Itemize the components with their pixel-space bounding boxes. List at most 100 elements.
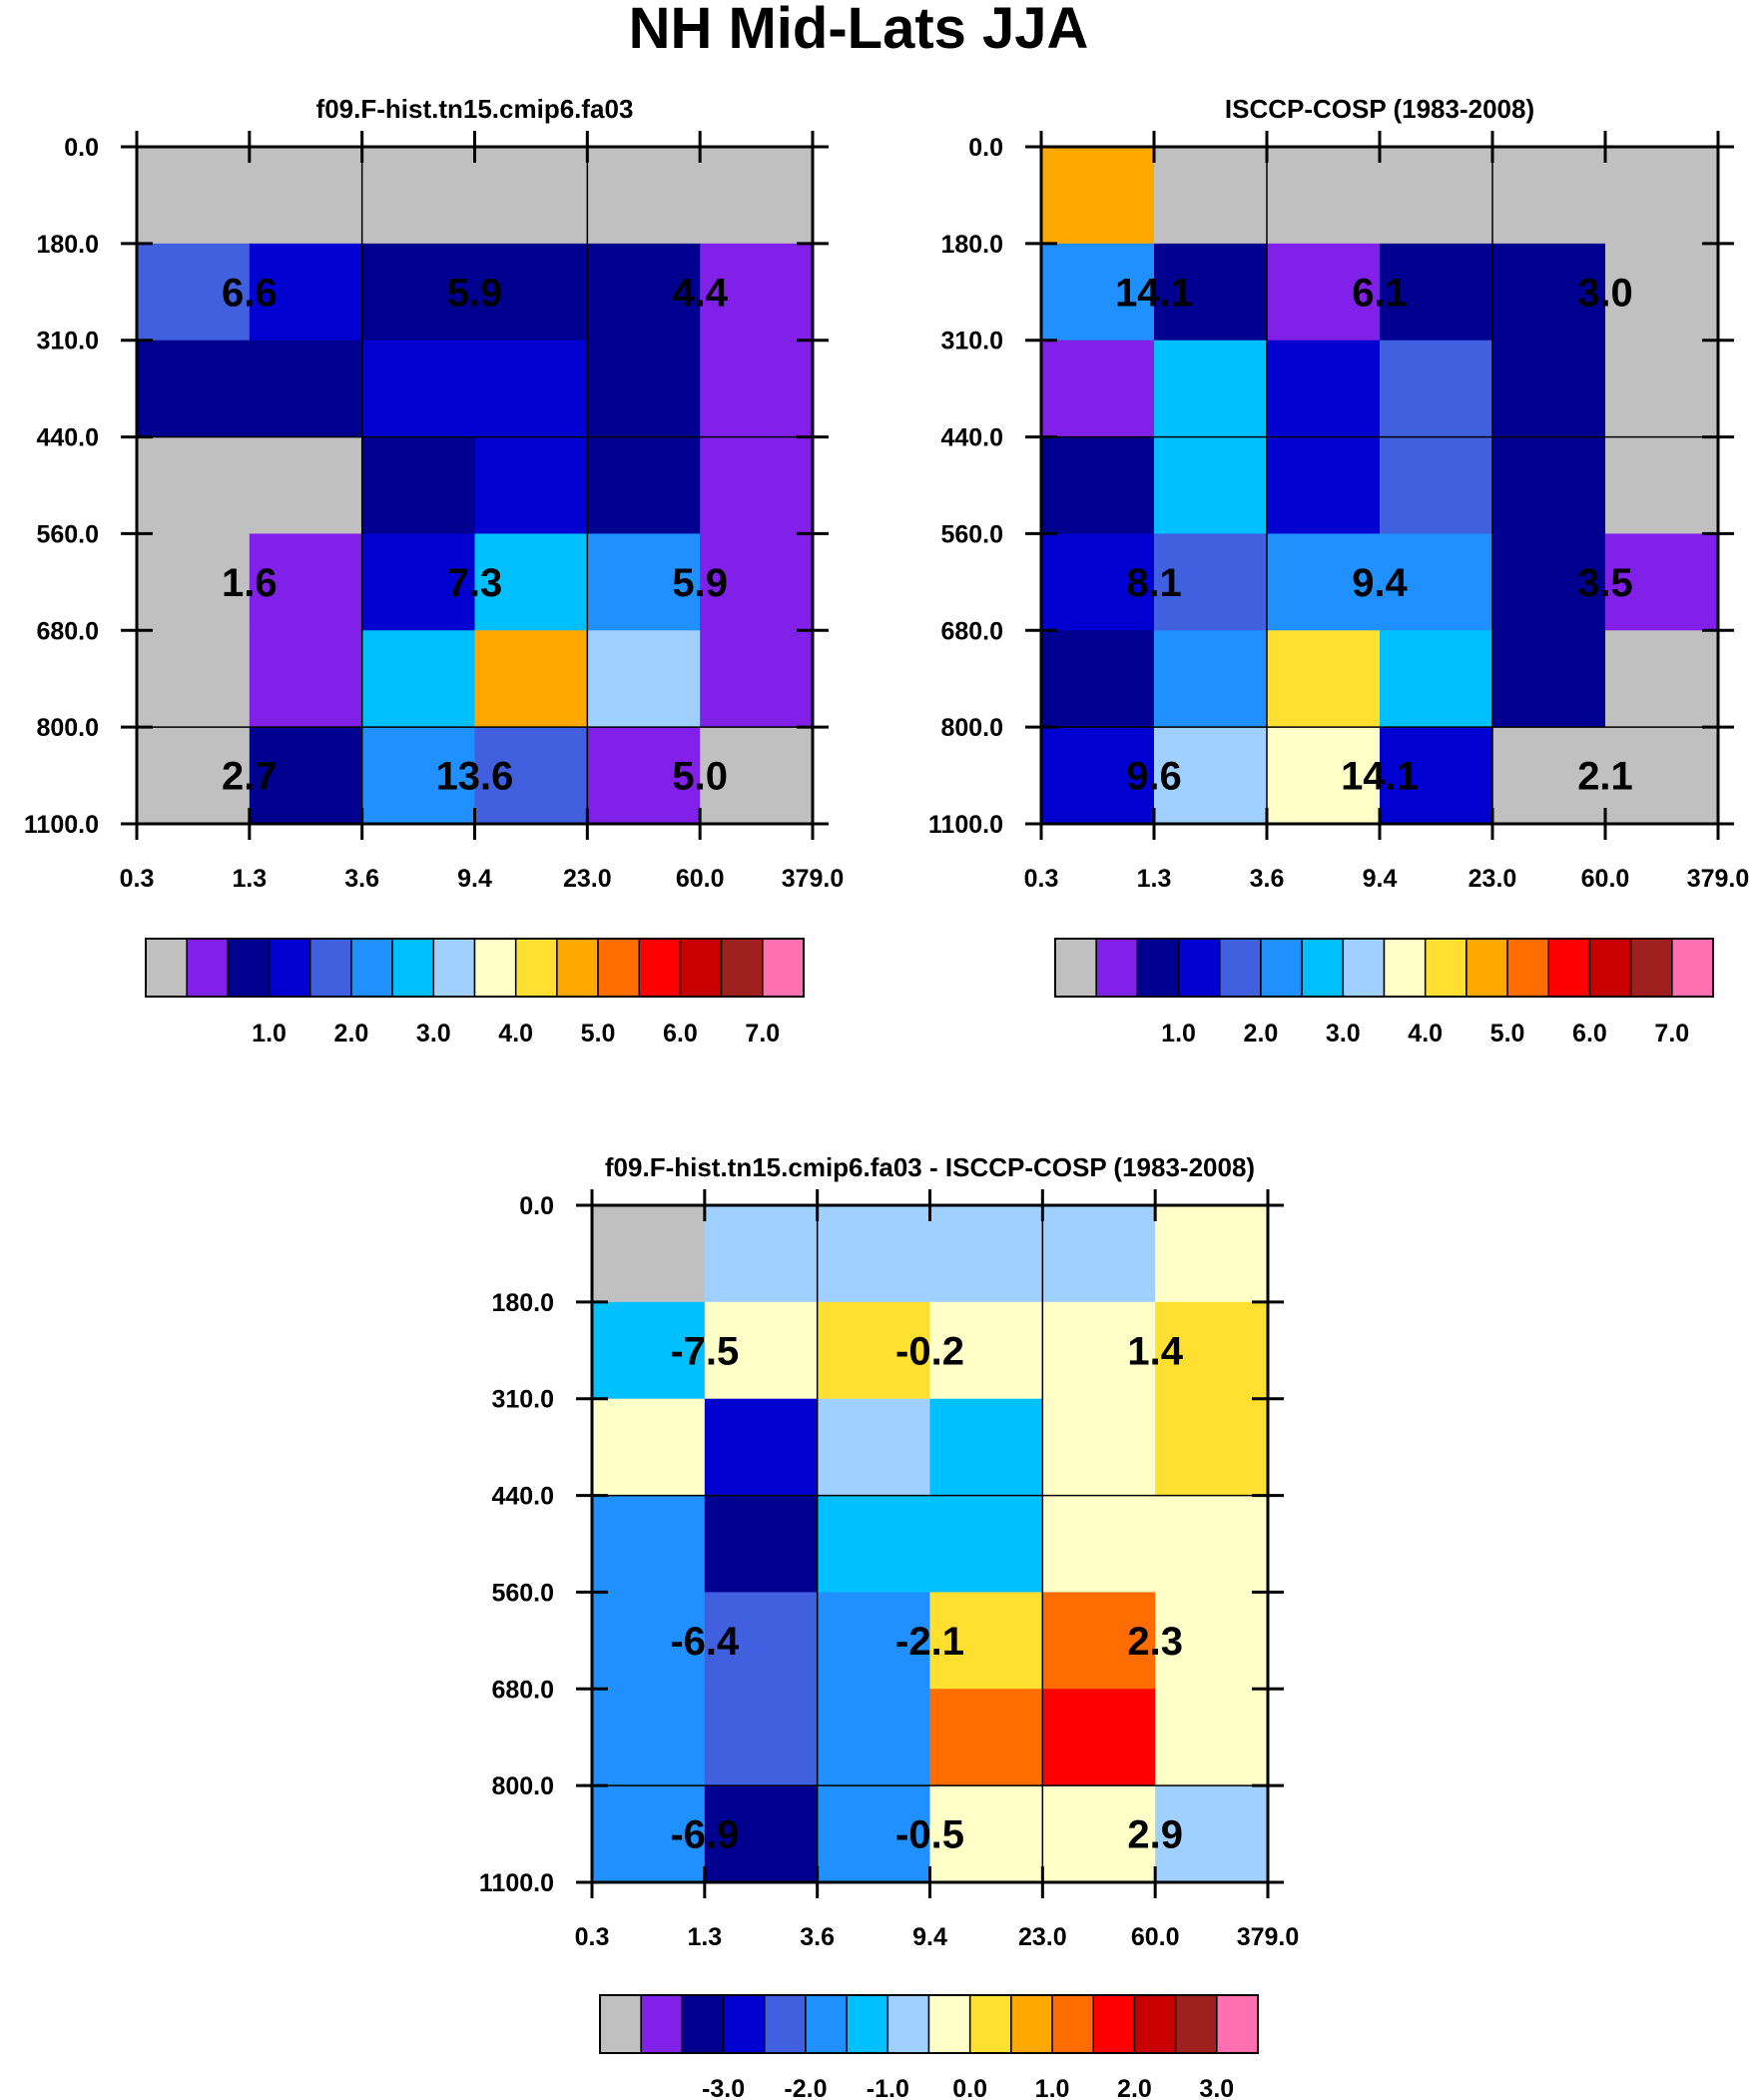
y-tick-label: 440.0 [36, 424, 99, 452]
heatmap-cell [817, 1592, 931, 1690]
y-tick-label: 680.0 [940, 617, 1003, 645]
heatmap-cell [1155, 1398, 1269, 1497]
heatmap-cell [929, 1592, 1043, 1690]
heatmap-cell [1154, 533, 1268, 631]
colorbar-box [638, 938, 682, 998]
colorbar-label: 4.0 [1408, 1020, 1443, 1048]
y-tick-label: 800.0 [36, 714, 99, 742]
colorbar-box [1588, 938, 1632, 998]
colorbar-label: 4.0 [498, 1020, 533, 1048]
heatmap-cell [1492, 243, 1606, 342]
y-tick-label: 310.0 [940, 328, 1003, 355]
colorbar-box [599, 1994, 642, 2054]
heatmap-cell [817, 1785, 931, 1883]
heatmap-cell [1154, 630, 1268, 728]
y-tick-label: 680.0 [491, 1676, 554, 1704]
heatmap-cell [1492, 533, 1606, 631]
heatmap-cell [817, 1689, 931, 1786]
heatmap-cell [1042, 1398, 1156, 1497]
x-tick-label: 60.0 [1581, 865, 1630, 893]
heatmap-cell [592, 1592, 706, 1690]
heatmap-cell [929, 1205, 1043, 1303]
y-tick-label: 0.0 [64, 134, 99, 162]
colorbar-label: 1.0 [252, 1020, 287, 1048]
colorbar-box [1383, 938, 1427, 998]
colorbar-label: 2.0 [1117, 2075, 1152, 2100]
data-label: 2.9 [1127, 1813, 1183, 1857]
colorbar-box [1301, 938, 1345, 998]
heatmap-cell [249, 340, 363, 438]
heatmap-cell [137, 727, 251, 825]
y-tick-label: 800.0 [491, 1772, 554, 1800]
heatmap-cell [1155, 1205, 1269, 1303]
heatmap-cell [587, 436, 701, 535]
data-label: 5.9 [672, 561, 728, 605]
heatmap-cell [1041, 436, 1155, 535]
heatmap-cell [474, 243, 588, 342]
colorbar-box [762, 938, 805, 998]
data-label: 7.3 [447, 561, 503, 605]
x-tick-label: 1.3 [687, 1923, 722, 1951]
heatmap-cell [1155, 1785, 1269, 1883]
heatmap-cell [1267, 630, 1381, 728]
colorbar-box [432, 938, 476, 998]
heatmap-cell [1155, 1592, 1269, 1690]
y-tick-label: 0.0 [519, 1192, 554, 1220]
colorbar-label: 3.0 [1199, 2075, 1234, 2100]
heatmap-cell [474, 727, 588, 825]
heatmap-cell [1041, 533, 1155, 631]
panel-title: f09.F-hist.tn15.cmip6.fa03 [316, 94, 634, 124]
heatmap-cell [587, 533, 701, 631]
colorbar-box [556, 938, 599, 998]
colorbar-box [186, 938, 230, 998]
heatmap-cell [592, 1398, 706, 1497]
x-tick-label: 379.0 [1687, 865, 1750, 893]
heatmap-cell [137, 340, 251, 438]
heatmap-cell [587, 147, 701, 245]
colorbar-label: -3.0 [702, 2075, 745, 2100]
data-label: 1.4 [1127, 1329, 1183, 1373]
heatmap-cell [474, 630, 588, 728]
heatmap-cell [1042, 1301, 1156, 1400]
data-label: 14.1 [1115, 271, 1193, 315]
x-tick-label: 3.6 [1250, 865, 1285, 893]
heatmap-cell [587, 630, 701, 728]
data-label: -6.4 [670, 1620, 740, 1664]
x-tick-label: 1.3 [232, 865, 267, 893]
heatmap-cell [1042, 1592, 1156, 1690]
y-tick-label: 440.0 [491, 1483, 554, 1511]
heatmap-cell [1267, 727, 1381, 825]
heatmap-panel: f09.F-hist.tn15.cmip6.fa03 - ISCCP-COSP … [479, 1152, 1299, 2100]
heatmap-cell [1155, 1689, 1269, 1786]
colorbar-box [846, 1994, 889, 2054]
colorbar-box [1547, 938, 1591, 998]
heatmap-cell [1605, 533, 1719, 631]
heatmap-cell [137, 533, 251, 631]
y-tick-label: 310.0 [36, 328, 99, 355]
heatmap-cell [361, 727, 476, 825]
heatmap-cell [1042, 1495, 1156, 1594]
x-tick-label: 3.6 [344, 865, 379, 893]
heatmap-cell [1605, 340, 1719, 438]
heatmap-cell [700, 727, 814, 825]
colorbar-box [350, 938, 393, 998]
heatmap-cell [592, 1205, 706, 1303]
heatmap-cell [474, 340, 588, 438]
colorbar-label: 3.0 [1326, 1020, 1361, 1048]
colorbar-box [1506, 938, 1549, 998]
data-label: 6.1 [1352, 271, 1408, 315]
heatmap-cell [1267, 340, 1381, 438]
heatmap-cell [817, 1301, 931, 1400]
data-label: 2.7 [222, 755, 278, 799]
y-tick-label: 0.0 [968, 134, 1003, 162]
heatmap-cell [592, 1301, 706, 1400]
colorbar-box [1054, 938, 1097, 998]
data-label: 4.4 [672, 271, 728, 315]
x-tick-label: 379.0 [1237, 1923, 1300, 1951]
data-label: 5.9 [447, 271, 503, 315]
x-tick-label: 0.3 [575, 1923, 610, 1951]
colorbar-frame [145, 938, 805, 998]
heatmap-cell [587, 340, 701, 438]
colorbar-label: 6.0 [663, 1020, 698, 1048]
figure-title: NH Mid-Lats JJA [629, 0, 1089, 61]
